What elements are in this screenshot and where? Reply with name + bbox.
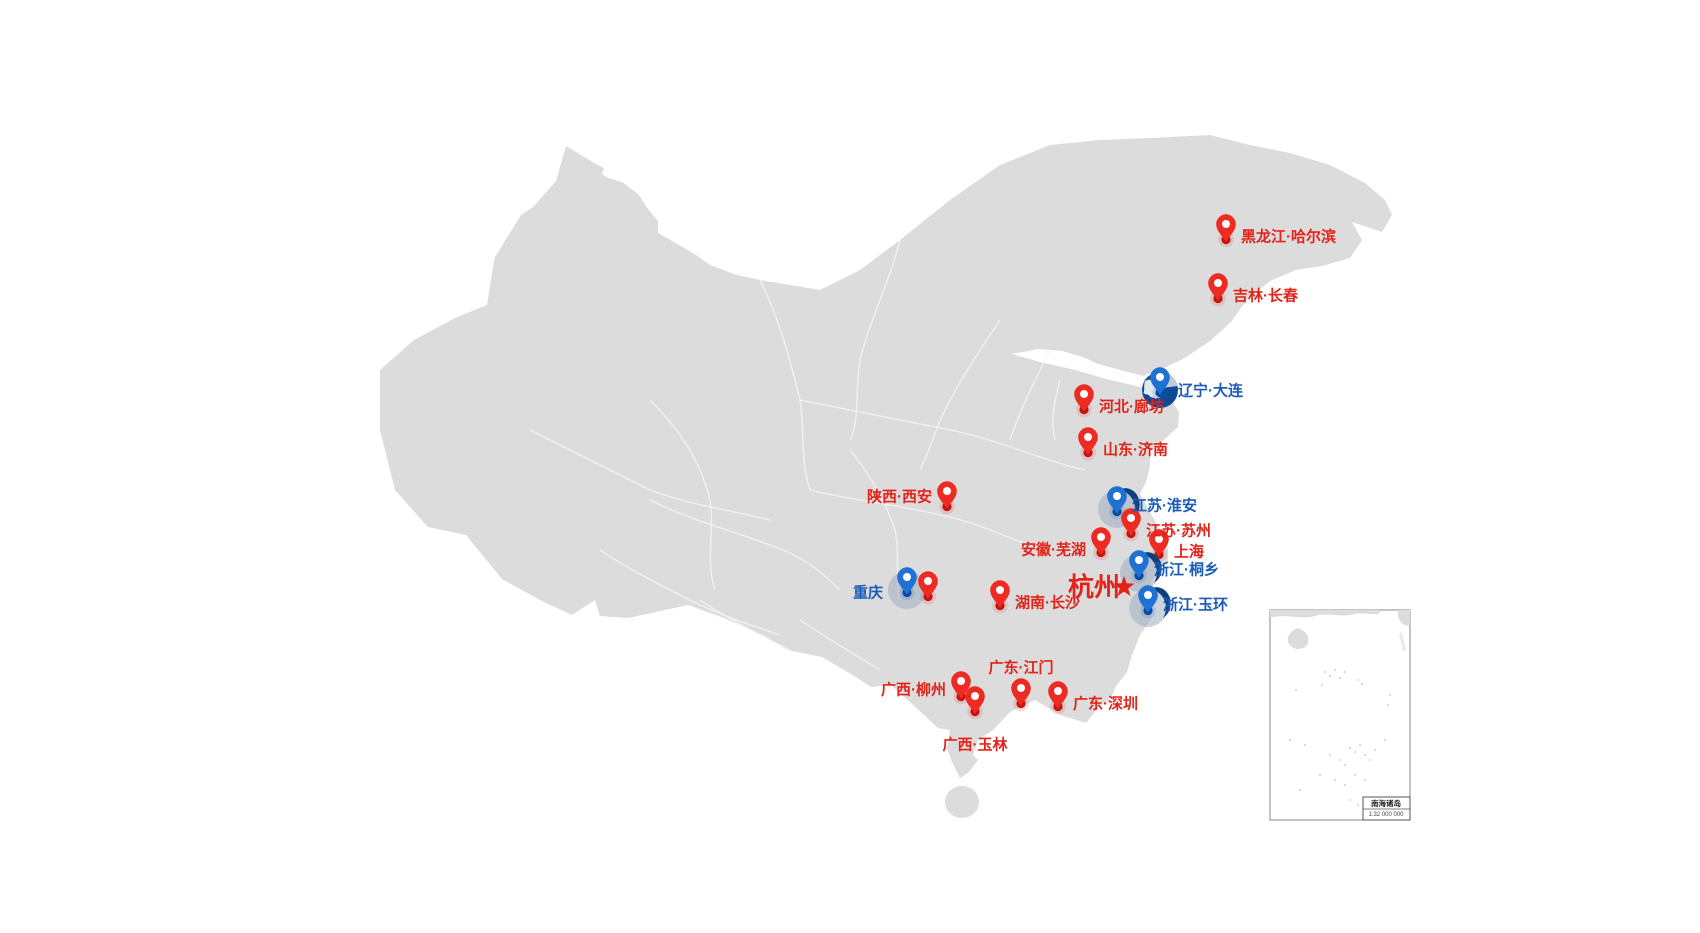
svg-text:1:32 000 000: 1:32 000 000 [1368,812,1404,818]
svg-text:南海诸岛: 南海诸岛 [1371,798,1401,808]
